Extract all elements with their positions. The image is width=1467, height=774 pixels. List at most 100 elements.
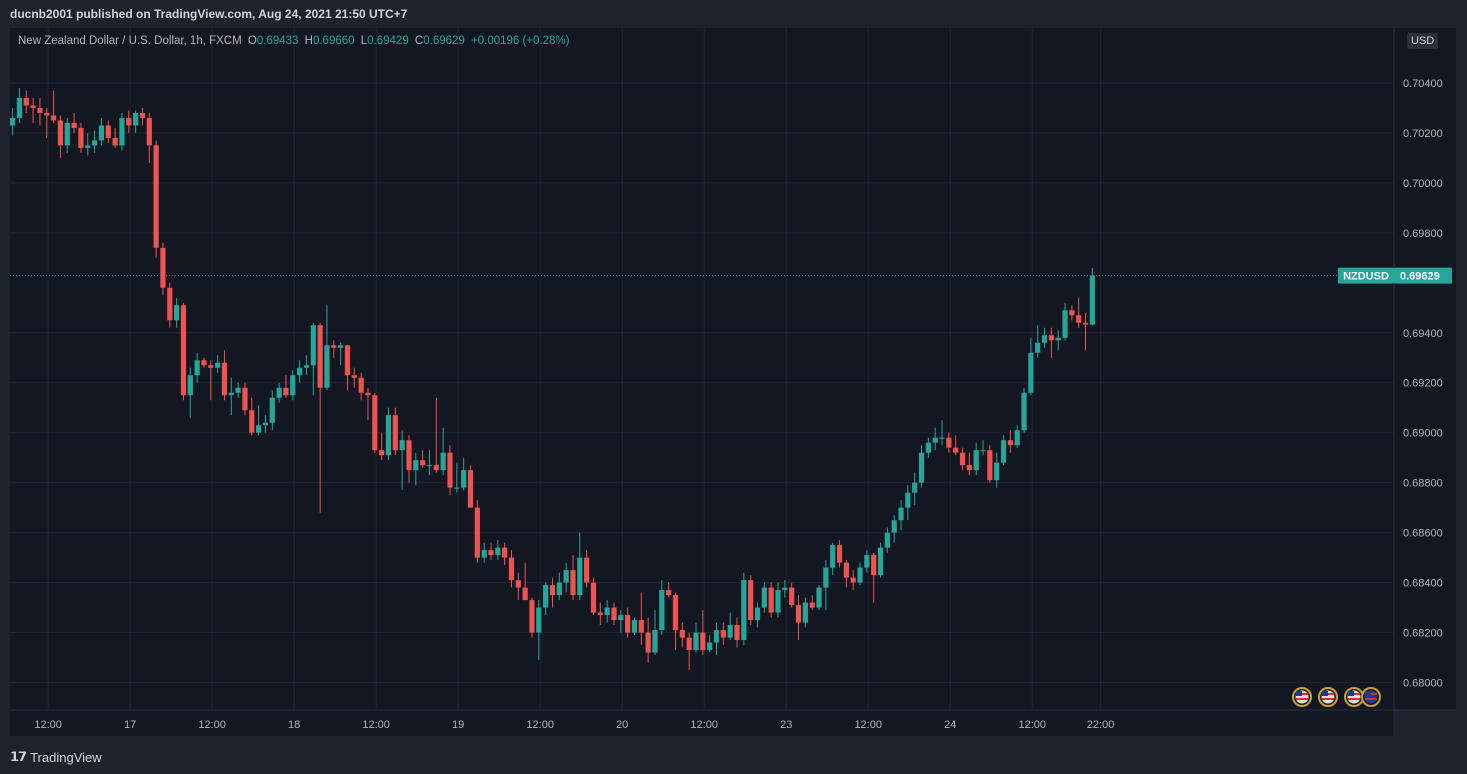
candle [1089, 267, 1095, 326]
candle-body [980, 450, 986, 452]
candle-body [1055, 337, 1061, 341]
candle-body [577, 557, 583, 596]
candle-body [276, 387, 282, 398]
x-tick-label: 12:00 [198, 719, 226, 731]
candle [563, 562, 569, 593]
candle-body [488, 550, 494, 556]
candle-body [269, 397, 275, 423]
candle-body [30, 105, 36, 108]
candle [187, 367, 193, 418]
candle-body [713, 630, 720, 643]
candle [843, 560, 849, 588]
candle-body [700, 632, 706, 651]
candle-body [918, 452, 925, 483]
candle-body [631, 620, 638, 633]
candle-body [536, 607, 542, 633]
candle-body [413, 460, 419, 471]
candle-body [433, 465, 439, 471]
candle-body [1089, 275, 1095, 325]
x-tick-label: 12:00 [34, 719, 62, 731]
tradingview-logo[interactable]: 𝟭𝟳 TradingView [10, 749, 102, 765]
candle-body [679, 630, 685, 638]
candle-body [331, 345, 337, 348]
candle-body [1076, 315, 1082, 323]
legend-low-label: L [360, 35, 368, 47]
candle [78, 122, 84, 153]
candlestick-chart[interactable]: 0.70400 0.70200 0.70000 0.69800 0.69400 0.692… [0, 26, 1467, 738]
candle-body [625, 615, 631, 633]
candle-body [372, 395, 378, 451]
candle [495, 540, 501, 561]
candle [638, 592, 644, 646]
candle-body [160, 247, 166, 288]
chart-area[interactable]: 0.70400 0.70200 0.70000 0.69800 0.69400 0.692… [0, 26, 1467, 738]
y-tick-label: 0.68000 [1403, 678, 1443, 690]
candle-body [208, 365, 214, 368]
candle-body [1041, 335, 1048, 343]
candle [604, 600, 610, 623]
candle [946, 432, 952, 453]
price-tag-text: 0.69629 [1400, 271, 1440, 283]
candle-body [795, 605, 802, 623]
candle-body [37, 107, 43, 113]
us-flag-event-icon[interactable] [1292, 687, 1312, 707]
candle [686, 632, 692, 671]
candle-body [23, 97, 29, 106]
candle [584, 550, 590, 588]
candle-body [543, 585, 549, 608]
candle-body [85, 145, 91, 148]
candle [871, 552, 877, 603]
legend-close-value: 0.69629 [423, 35, 465, 47]
candle [966, 452, 972, 476]
candle [515, 572, 521, 601]
candle-body [64, 122, 70, 146]
candle-body [522, 587, 528, 601]
us-flag-event-icon[interactable] [1344, 687, 1364, 707]
candle [85, 132, 91, 156]
legend-title: New Zealand Dollar / U.S. Dollar, 1h, FX… [18, 35, 242, 47]
symbol-legend: New Zealand Dollar / U.S. Dollar, 1h, FX… [18, 35, 569, 47]
candle [324, 305, 330, 391]
candle [802, 597, 808, 628]
candle-body [672, 595, 679, 631]
candle-body [1000, 440, 1007, 463]
candle-body [201, 360, 207, 366]
candle [57, 115, 64, 158]
y-tick-label: 0.70200 [1403, 128, 1443, 140]
nz-flag-event-icon[interactable] [1361, 687, 1381, 707]
candle-body [57, 120, 64, 146]
candle [652, 610, 658, 656]
candle [939, 420, 945, 446]
candle [659, 580, 665, 636]
candle [925, 437, 931, 458]
candle [973, 442, 979, 476]
candle [645, 617, 651, 663]
currency-button[interactable]: USD [1407, 33, 1439, 49]
candle [310, 322, 316, 396]
candle-body [611, 607, 617, 621]
candle-body [857, 567, 863, 583]
candle-body [262, 422, 269, 426]
candle-body [392, 415, 398, 451]
candle [679, 622, 685, 648]
time-axis[interactable] [10, 710, 1394, 736]
candle [64, 117, 70, 153]
x-tick-label: 23 [780, 719, 792, 731]
y-tick-label: 0.70000 [1403, 178, 1443, 190]
candle [228, 377, 234, 416]
y-tick-label: 0.70400 [1403, 78, 1443, 90]
candle [303, 355, 310, 376]
candle-body [707, 642, 713, 651]
candle-body [912, 482, 918, 493]
candle [891, 515, 897, 543]
candle-body [310, 325, 316, 366]
legend-open-value: 0.69433 [256, 35, 299, 47]
candle [618, 610, 624, 633]
candle [789, 582, 795, 608]
candle [235, 382, 241, 398]
candle-body [242, 387, 248, 411]
price-axis[interactable] [1394, 28, 1456, 710]
candle [372, 392, 378, 453]
candle-body [215, 362, 221, 368]
us-flag-event-icon[interactable] [1318, 687, 1338, 707]
